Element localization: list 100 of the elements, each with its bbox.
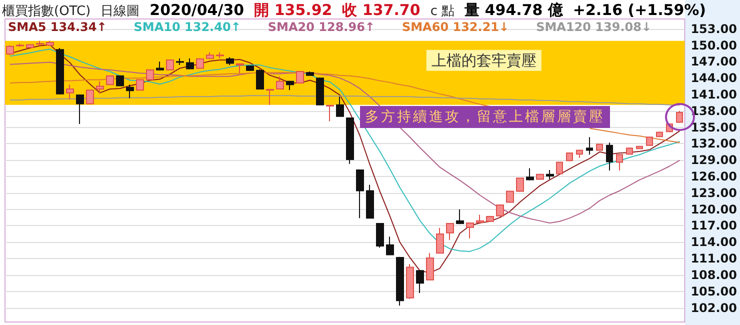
candlestick (76, 94, 84, 125)
candlestick (216, 52, 224, 59)
candlestick (416, 270, 424, 294)
candlestick (576, 149, 583, 158)
candlestick (636, 145, 643, 150)
candlestick (236, 62, 244, 74)
candlestick (526, 168, 534, 181)
candlestick (176, 58, 184, 66)
y-tick-label: 111.00 (690, 252, 738, 266)
y-tick-label: 114.00 (690, 235, 738, 250)
candlestick (456, 208, 464, 225)
y-tick-label: 123.00 (690, 186, 738, 200)
y-tick-label: 144.00 (690, 71, 738, 86)
candlestick (166, 60, 174, 71)
candlestick (46, 40, 54, 46)
y-tick-label: 129.00 (690, 153, 738, 168)
candlestick (376, 222, 384, 248)
candlestick (146, 69, 154, 81)
candlestick (196, 58, 204, 70)
y-tick-label: 117.00 (690, 218, 738, 233)
candlestick (66, 84, 74, 100)
candlestick (476, 214, 484, 224)
series-label: SMA5 134.34↑ (8, 20, 107, 34)
candlestick (306, 71, 314, 76)
candlestick (346, 116, 354, 164)
candlestick (16, 43, 24, 48)
candlestick (606, 142, 613, 171)
text: SMA20 128.96↑ (268, 20, 375, 34)
candlestick (156, 61, 164, 71)
candlestick (506, 190, 514, 204)
chart-subtitle: 日線圖 (100, 3, 140, 20)
candlestick (596, 143, 603, 152)
candlestick (496, 204, 504, 217)
text: 量 494.78 億 (464, 1, 563, 20)
candlestick (256, 68, 264, 90)
y-tick-label: 147.00 (690, 54, 738, 69)
candlestick (466, 222, 474, 239)
text: +2.16 (+1.59%) (572, 1, 706, 19)
candlestick (396, 256, 404, 306)
candlestick (26, 44, 34, 48)
y-tick-label: 135.00 (690, 120, 738, 134)
text: SMA60 132.21↓ (402, 20, 510, 34)
candlestick (436, 227, 444, 254)
candlestick (6, 44, 14, 56)
text: 開 135.92 (254, 1, 332, 20)
y-tick-label: 141.00 (690, 87, 738, 102)
y-tick-label: 120.00 (690, 202, 738, 216)
candlestick (266, 88, 274, 106)
y-tick-label: 150.00 (690, 38, 738, 52)
chart-title: 櫃買指數(OTC) (2, 3, 91, 20)
text: c 點 (430, 3, 455, 20)
candlestick (136, 79, 144, 92)
candlestick (486, 215, 494, 222)
candlestick (386, 236, 394, 256)
candlestick (626, 147, 633, 156)
text: 收 137.70 (342, 1, 420, 20)
candlestick (116, 74, 124, 86)
y-tick-label: 132.00 (690, 136, 738, 151)
y-tick-label: 153.00 (690, 22, 738, 36)
candlestick (676, 110, 683, 124)
candlestick (36, 40, 44, 46)
candlestick (186, 58, 194, 70)
candlestick (536, 173, 544, 180)
candlestick (296, 70, 304, 84)
candlestick (276, 76, 284, 90)
y-tick-label: 138.00 (690, 104, 738, 118)
text: 2020/04/30 (150, 1, 244, 19)
candlestick (546, 169, 554, 180)
candlestick (126, 84, 134, 99)
candlestick (356, 168, 364, 219)
candlestick (246, 64, 254, 72)
y-tick-label: 126.00 (690, 170, 738, 184)
candlestick (566, 152, 573, 162)
candlestick (326, 104, 334, 122)
candlestick (646, 136, 653, 146)
y-tick-label: 105.00 (690, 284, 738, 298)
candlestick (316, 77, 324, 106)
text: SMA120 139.08↓ (536, 20, 652, 34)
candlestick (556, 161, 563, 175)
candlestick (586, 136, 593, 156)
candlestick (616, 154, 623, 171)
band-label: 上檔的套牢賣壓 (431, 51, 536, 70)
y-tick-label: 108.00 (690, 268, 738, 282)
candlestick (426, 252, 434, 281)
candlestick (656, 131, 663, 138)
candlestick (86, 90, 94, 105)
candlestick (366, 184, 374, 220)
candlestick (286, 80, 294, 91)
candlestick (406, 264, 414, 300)
candlestick (206, 52, 214, 60)
text: SMA10 132.40↑ (134, 20, 241, 34)
candlestick (106, 75, 114, 86)
candlestick (446, 223, 454, 240)
candlestick (336, 96, 344, 118)
annotation: 多方持續進攻，留意上檔層層賣壓 (360, 106, 610, 128)
candlestick (96, 80, 104, 94)
candlestick (56, 47, 64, 95)
candlestick (516, 177, 524, 192)
candlestick (226, 56, 234, 66)
y-tick-label: 102.00 (690, 300, 738, 315)
